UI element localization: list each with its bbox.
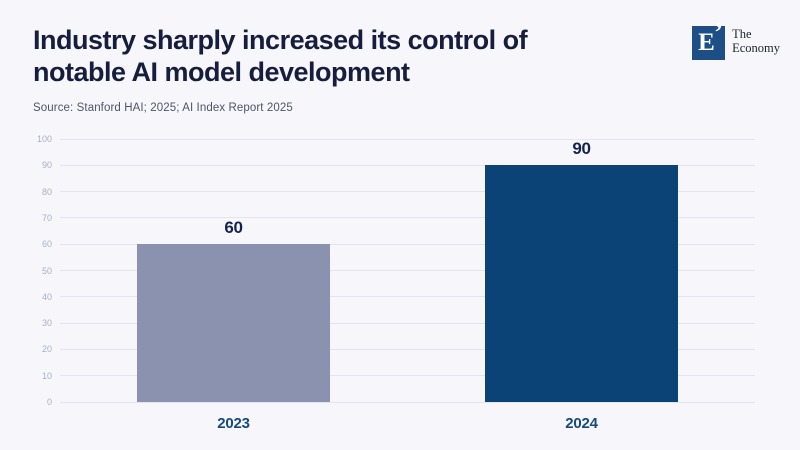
logo-wordmark: The Economy xyxy=(732,27,780,55)
y-tick-label-40: 40 xyxy=(41,291,52,302)
logo-letter: E xyxy=(698,29,715,56)
value-label-2023: 60 xyxy=(224,218,243,238)
value-label-2024: 90 xyxy=(572,139,591,159)
y-tick-label-10: 10 xyxy=(41,370,52,381)
gridline-y100 xyxy=(60,138,755,140)
gridline-y80 xyxy=(60,191,755,193)
y-tick-label-100: 100 xyxy=(36,134,52,144)
logo-wordmark-line1: The xyxy=(732,27,752,41)
source-note: Source: Stanford HAI; 2025; AI Index Rep… xyxy=(33,102,293,114)
y-tick-label-60: 60 xyxy=(41,239,52,250)
bar-2023 xyxy=(137,244,330,402)
gridline-y40 xyxy=(60,296,755,298)
y-tick-label-70: 70 xyxy=(41,212,52,223)
bar-2024 xyxy=(485,165,678,402)
page-title: Industry sharply increased its control o… xyxy=(33,24,528,88)
page-title-line1: Industry sharply increased its control o… xyxy=(33,25,528,55)
gridline-y60 xyxy=(60,243,755,245)
y-tick-label-0: 0 xyxy=(46,397,52,407)
y-tick-label-20: 20 xyxy=(41,344,52,355)
logo-e-icon: E ’ xyxy=(692,17,726,60)
gridline-y20 xyxy=(60,348,755,350)
gridline-y90 xyxy=(60,164,755,166)
x-axis-label-2024: 2024 xyxy=(565,415,598,432)
gridline-y50 xyxy=(60,270,755,271)
gridline-y0 xyxy=(60,401,755,403)
gridline-y30 xyxy=(60,322,755,324)
x-axis-label-2023: 2023 xyxy=(217,415,250,432)
y-tick-label-90: 90 xyxy=(41,160,52,171)
page-title-line2: notable AI model development xyxy=(33,57,410,87)
y-tick-label-30: 30 xyxy=(41,318,52,329)
logo-wordmark-line2: Economy xyxy=(732,40,780,55)
the-economy-logo: E ’ The Economy xyxy=(692,17,780,60)
y-tick-label-80: 80 xyxy=(41,186,52,197)
gridline-y10 xyxy=(60,375,755,377)
gridline-y70 xyxy=(60,217,755,219)
logo-quote-mark-icon: ’ xyxy=(714,17,724,47)
y-tick-label-50: 50 xyxy=(41,265,52,276)
